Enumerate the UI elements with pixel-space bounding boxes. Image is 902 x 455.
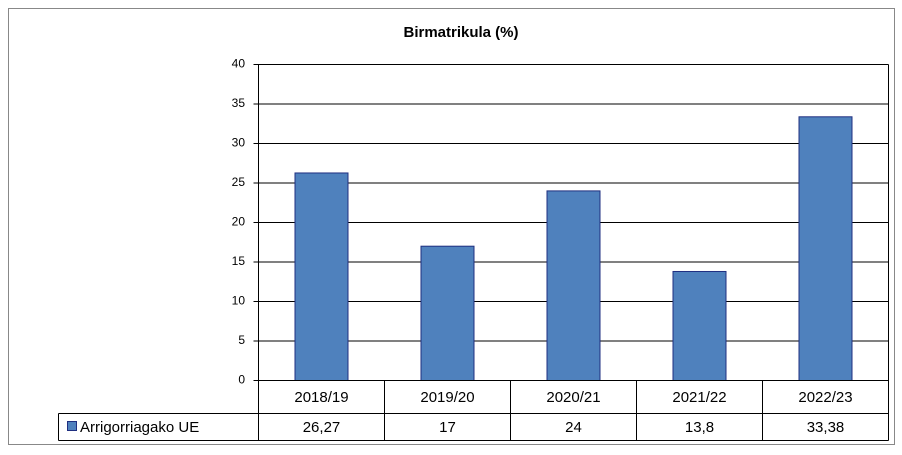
table-value: 26,27	[303, 419, 341, 436]
y-tick-label: 30	[232, 136, 246, 150]
y-tick-label: 35	[232, 96, 246, 110]
table-value: 24	[565, 419, 582, 436]
y-tick-label: 10	[232, 294, 246, 308]
legend-key	[67, 421, 77, 431]
x-tick-label: 2020/21	[546, 389, 600, 406]
y-tick-label: 0	[238, 373, 245, 387]
table-value: 33,38	[807, 419, 845, 436]
bar	[294, 172, 349, 381]
bar	[672, 270, 727, 382]
x-tick-label: 2021/22	[672, 389, 726, 406]
chart-title: Birmatrikula (%)	[403, 24, 518, 41]
bar	[546, 190, 601, 381]
x-tick-label: 2018/19	[294, 389, 348, 406]
table-value: 13,8	[685, 419, 714, 436]
y-tick-label: 40	[232, 57, 246, 71]
bar	[420, 245, 475, 381]
y-tick-label: 20	[232, 215, 246, 229]
x-tick-label: 2022/23	[798, 389, 852, 406]
bar	[798, 116, 853, 381]
table-value: 17	[439, 419, 456, 436]
x-tick-label: 2019/20	[420, 389, 474, 406]
y-tick-label: 15	[232, 254, 246, 268]
legend-label: Arrigorriagako UE	[80, 419, 199, 436]
y-tick-label: 25	[232, 175, 246, 189]
y-tick-label: 5	[238, 333, 245, 347]
